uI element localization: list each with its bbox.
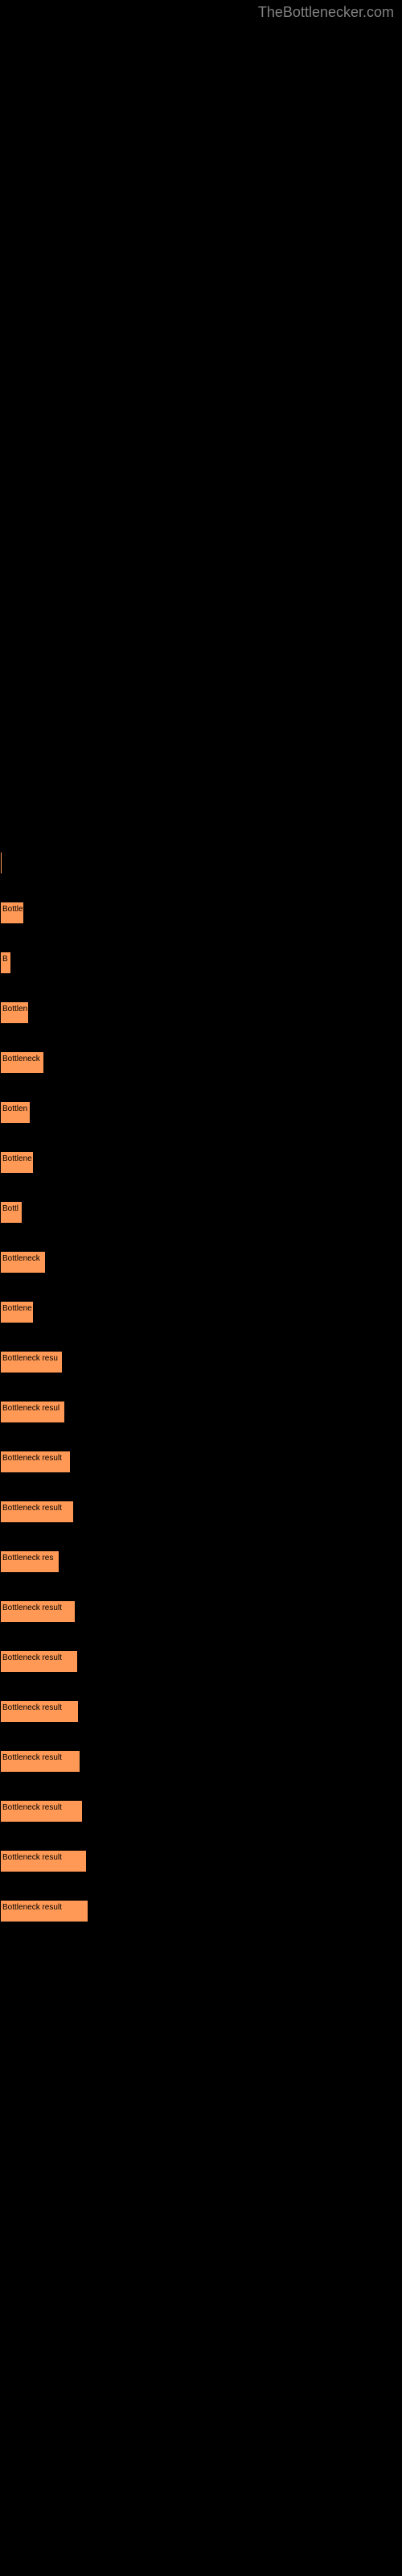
bar-label: Bottleneck bbox=[2, 1055, 40, 1063]
bar-label: Bottleneck bbox=[2, 1254, 40, 1263]
bar-label: Bottleneck resu bbox=[2, 1354, 58, 1363]
bar-row bbox=[0, 837, 402, 887]
bar-label: Bottl bbox=[2, 1204, 18, 1213]
bar-label: Bottleneck res bbox=[2, 1554, 53, 1563]
bar-row: Bottleneck result bbox=[0, 1736, 402, 1785]
bar-label: Bottlene bbox=[2, 1154, 32, 1163]
bar-label: Bottlene bbox=[2, 1304, 32, 1313]
bar-row: Bottleneck res bbox=[0, 1536, 402, 1586]
bar-row: Bottleneck result bbox=[0, 1785, 402, 1835]
bar-label: Bottleneck result bbox=[2, 1903, 62, 1912]
bar-label: Bottleneck result bbox=[2, 1703, 62, 1712]
bar-label: Bottleneck result bbox=[2, 1853, 62, 1862]
bar-0 bbox=[0, 852, 2, 874]
bar-row: Bottlene bbox=[0, 1137, 402, 1187]
bar-row: B bbox=[0, 937, 402, 987]
bar-label: Bottleneck resul bbox=[2, 1404, 59, 1413]
bar-row: Bottl bbox=[0, 1187, 402, 1236]
bar-row: Bottleneck bbox=[0, 1236, 402, 1286]
bar-row: Bottleneck result bbox=[0, 1835, 402, 1885]
bar-label: Bottlen bbox=[2, 1005, 27, 1013]
bar-row: Bottleneck result bbox=[0, 1486, 402, 1536]
bar-row: Bottlen bbox=[0, 987, 402, 1037]
bar-row: Bottlene bbox=[0, 1286, 402, 1336]
bar-label: Bottleneck result bbox=[2, 1653, 62, 1662]
bar-label: Bottleneck result bbox=[2, 1604, 62, 1612]
bar-label: Bottleneck result bbox=[2, 1753, 62, 1762]
bar-label: Bottlen bbox=[2, 1104, 27, 1113]
bar-row: Bottleneck result bbox=[0, 1436, 402, 1486]
bar-row: Bottleneck result bbox=[0, 1686, 402, 1736]
bar-row: Bottleneck result bbox=[0, 1636, 402, 1686]
bar-label: Bottleneck result bbox=[2, 1454, 62, 1463]
bar-row: Bottle bbox=[0, 887, 402, 937]
bar-row: Bottleneck bbox=[0, 1037, 402, 1087]
bar-row: Bottleneck resu bbox=[0, 1336, 402, 1386]
bar-label: B bbox=[2, 955, 8, 964]
bar-row: Bottlen bbox=[0, 1087, 402, 1137]
bar-row: Bottleneck result bbox=[0, 1586, 402, 1636]
bar-label: Bottleneck result bbox=[2, 1803, 62, 1812]
bar-label: Bottle bbox=[2, 905, 23, 914]
watermark-text: TheBottlenecker.com bbox=[258, 4, 394, 21]
bar-row: Bottleneck resul bbox=[0, 1386, 402, 1436]
bar-chart: Bottle B Bottlen Bottleneck Bottlen Bott… bbox=[0, 837, 402, 1935]
bar-label: Bottleneck result bbox=[2, 1504, 62, 1513]
bar-row: Bottleneck result bbox=[0, 1885, 402, 1935]
